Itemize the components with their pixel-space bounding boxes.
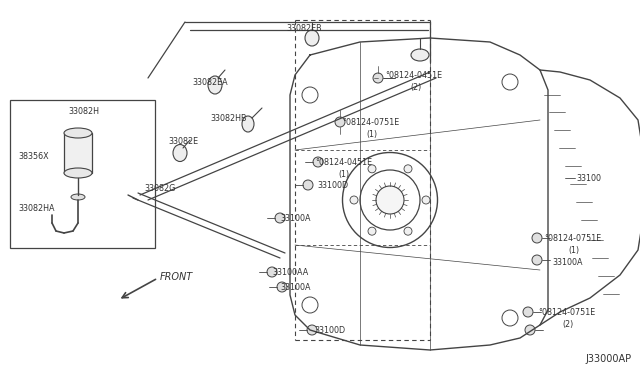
Text: (1): (1) [338,170,349,179]
Text: 33100A: 33100A [280,214,310,223]
Text: (1): (1) [366,130,377,139]
Text: 33100: 33100 [576,174,601,183]
Circle shape [523,307,533,317]
Text: 33082EA: 33082EA [192,78,228,87]
Text: 33082H: 33082H [68,107,99,116]
Circle shape [307,325,317,335]
Ellipse shape [411,49,429,61]
Text: 33100A: 33100A [280,283,310,292]
Text: °08124-0451E: °08124-0451E [315,158,372,167]
Text: J33000AP: J33000AP [586,354,632,364]
Text: 33082HA: 33082HA [18,204,54,213]
Bar [64,133,92,173]
Text: °08124-0751E: °08124-0751E [342,118,399,127]
Ellipse shape [376,186,404,214]
Text: °08124-0751E: °08124-0751E [538,308,595,317]
Text: 38356X: 38356X [18,152,49,161]
Ellipse shape [208,76,222,94]
Circle shape [277,282,287,292]
Ellipse shape [242,116,254,132]
Text: 33082HB: 33082HB [210,114,246,123]
Text: 33100A: 33100A [552,258,582,267]
Ellipse shape [64,168,92,178]
Circle shape [368,227,376,235]
Text: 33082E: 33082E [168,137,198,146]
Ellipse shape [173,144,187,161]
Text: 33100AA: 33100AA [272,268,308,277]
Circle shape [422,196,430,204]
Text: 33082G: 33082G [144,184,175,193]
Text: 33100D: 33100D [317,181,348,190]
Circle shape [303,180,313,190]
Circle shape [267,267,277,277]
Circle shape [335,117,345,127]
Text: 33082EB: 33082EB [286,24,322,33]
Text: FRONT: FRONT [160,272,193,282]
Ellipse shape [305,30,319,46]
Circle shape [404,165,412,173]
Bar [10,100,155,248]
Circle shape [275,213,285,223]
Text: (2): (2) [410,83,421,92]
Circle shape [368,165,376,173]
Text: (2): (2) [562,320,573,329]
Circle shape [350,196,358,204]
Circle shape [313,157,323,167]
Circle shape [404,227,412,235]
Circle shape [373,73,383,83]
Circle shape [525,325,535,335]
Text: (1): (1) [568,246,579,255]
Text: °08124-0451E: °08124-0451E [385,71,442,80]
Circle shape [532,255,542,265]
Circle shape [532,233,542,243]
Ellipse shape [64,128,92,138]
Text: °08124-0751E: °08124-0751E [544,234,601,243]
Text: 33100D: 33100D [314,326,345,335]
Ellipse shape [71,194,85,200]
